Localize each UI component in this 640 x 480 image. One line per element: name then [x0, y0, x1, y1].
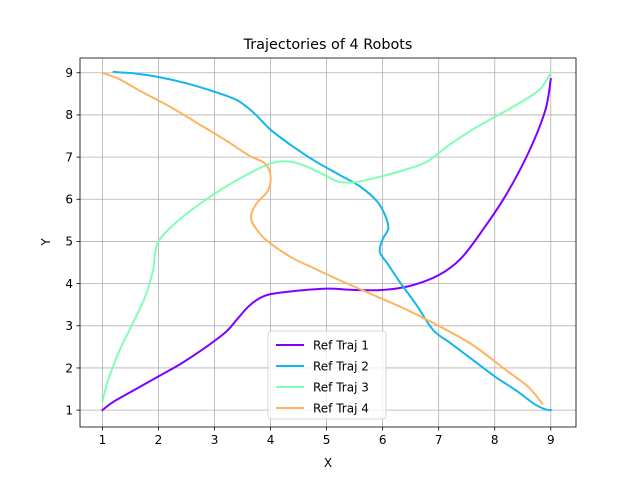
y-tick-label: 4: [65, 277, 73, 291]
series-layer: [101, 70, 553, 412]
legend-label: Ref Traj 3: [313, 380, 369, 394]
x-axis-label: X: [324, 456, 332, 470]
y-tick-label: 6: [65, 193, 73, 207]
legend-label: Ref Traj 2: [313, 359, 369, 373]
series-line-ref-traj-1: [101, 77, 552, 412]
plot-frame: [79, 57, 577, 428]
x-tick-label: 4: [267, 433, 275, 447]
y-tick-label: 1: [65, 403, 73, 417]
x-tick-label: 9: [547, 433, 555, 447]
y-tick-label: 7: [65, 150, 73, 164]
legend-box: [267, 330, 387, 420]
series-line-ref-traj-4: [101, 71, 544, 406]
y-tick-label: 2: [65, 361, 73, 375]
x-tick-label: 8: [491, 433, 499, 447]
x-tick-label: 5: [323, 433, 331, 447]
axis-ticks: 1 2 3 4 5 6 7 8 9 1 2 3 4 5 6 7 8 9: [65, 66, 554, 447]
x-tick-label: 6: [379, 433, 387, 447]
y-tick-label: 5: [65, 235, 73, 249]
series-line-ref-traj-2: [112, 70, 552, 412]
x-tick-label: 2: [155, 433, 163, 447]
x-tick-label: 3: [211, 433, 219, 447]
series-line-ref-traj-3: [101, 71, 553, 403]
y-tick-label: 8: [65, 108, 73, 122]
chart-title: Trajectories of 4 Robots: [243, 37, 413, 53]
y-tick-label: 3: [65, 319, 73, 333]
legend-label: Ref Traj 1: [313, 338, 369, 352]
x-tick-label: 1: [99, 433, 107, 447]
y-tick-label: 9: [65, 66, 73, 80]
legend-label: Ref Traj 4: [313, 401, 369, 415]
legend: Ref Traj 1 Ref Traj 2 Ref Traj 3 Ref Traj 4: [267, 330, 387, 420]
y-axis-label: Y: [39, 238, 53, 247]
x-tick-label: 7: [435, 433, 443, 447]
